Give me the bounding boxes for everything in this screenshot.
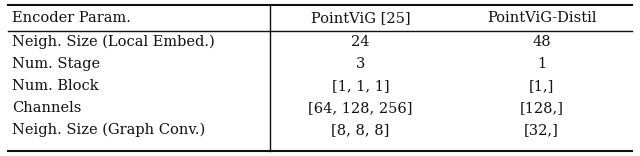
Text: [1, 1, 1]: [1, 1, 1] (332, 79, 389, 93)
Text: 48: 48 (532, 35, 551, 49)
Text: Channels: Channels (12, 101, 81, 115)
Text: 3: 3 (356, 57, 365, 71)
Text: [128,]: [128,] (520, 101, 564, 115)
Text: 24: 24 (351, 35, 370, 49)
Text: Neigh. Size (Local Embed.): Neigh. Size (Local Embed.) (12, 35, 215, 49)
Text: [8, 8, 8]: [8, 8, 8] (332, 123, 390, 137)
Text: [32,]: [32,] (524, 123, 559, 137)
Text: Encoder Param.: Encoder Param. (12, 11, 131, 25)
Text: [64, 128, 256]: [64, 128, 256] (308, 101, 413, 115)
Text: PointViG-Distil: PointViG-Distil (487, 11, 596, 25)
Text: Num. Block: Num. Block (12, 79, 99, 93)
Text: Num. Stage: Num. Stage (12, 57, 100, 71)
Text: [1,]: [1,] (529, 79, 554, 93)
Text: PointViG [25]: PointViG [25] (311, 11, 410, 25)
Text: Neigh. Size (Graph Conv.): Neigh. Size (Graph Conv.) (12, 123, 205, 137)
Text: 1: 1 (537, 57, 546, 71)
